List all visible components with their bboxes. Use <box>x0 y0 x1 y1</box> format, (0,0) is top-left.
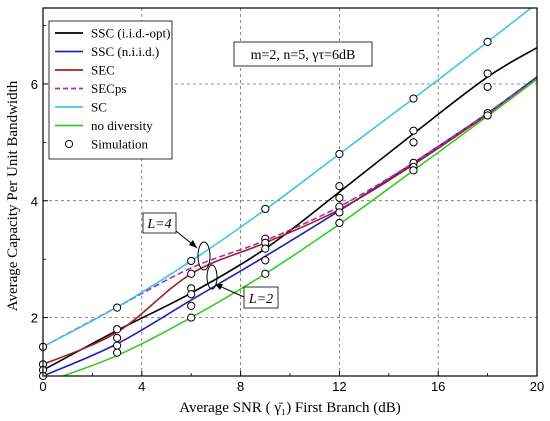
l4-label-box <box>142 212 177 234</box>
l2-label: L=2 <box>248 292 273 307</box>
legend-swatch-simulation <box>64 139 74 149</box>
simulation-point <box>409 94 418 103</box>
simulation-point <box>335 193 344 202</box>
series-line-2 <box>43 77 537 366</box>
l2-label-box <box>243 286 279 309</box>
simulation-point <box>409 138 418 147</box>
x-axis-title: Average SNR ( γ̄₁) First Branch (dB) <box>179 400 401 416</box>
l2-arrowhead <box>215 284 223 290</box>
legend-label-5: no diversity <box>91 118 153 133</box>
x-tick-label: 20 <box>530 379 544 394</box>
legend-box <box>48 20 173 160</box>
legend-label-2: SEC <box>91 63 115 78</box>
simulation-point <box>409 126 418 135</box>
y-axis-title: Average Capacity Per Unit Bandwidth <box>5 80 21 311</box>
series-lines <box>43 8 537 376</box>
x-tick-label: 0 <box>39 379 46 394</box>
simulation-point <box>113 303 122 312</box>
simulation-point <box>261 269 270 278</box>
y-tick-label: 6 <box>31 77 38 92</box>
legend-label-0: SSC (i.i.d.-opt) <box>91 26 170 41</box>
simulation-point <box>113 348 122 357</box>
simulation-point <box>187 290 196 299</box>
simulation-point <box>335 149 344 159</box>
simulation-point <box>113 333 122 343</box>
y-tick-label: 2 <box>31 311 38 326</box>
simulation-point <box>261 256 270 265</box>
l4-ellipse <box>197 241 211 271</box>
parameter-text: m=2, n=5, γτ=6dB <box>251 48 356 63</box>
legend-label-4: SC <box>91 100 107 115</box>
series-line-4 <box>43 8 533 348</box>
x-tick-label: 12 <box>332 379 346 394</box>
simulation-point <box>261 204 270 214</box>
legend-entries: SSC (i.i.d.-opt) SSC (n.i.i.d.) SEC SECps SC… <box>55 26 170 152</box>
simulation-point <box>483 37 492 46</box>
simulation-point <box>335 218 344 228</box>
simulation-point <box>335 208 344 217</box>
simulation-point <box>113 325 122 334</box>
series-line-3 <box>43 77 537 348</box>
parameter-annotation: m=2, n=5, γτ=6dB <box>233 41 373 67</box>
legend-label-3: SECps <box>91 81 126 96</box>
simulation-point <box>335 182 344 191</box>
simulation-point <box>261 244 270 253</box>
x-tick-label: 16 <box>431 379 445 394</box>
series-line-5 <box>60 78 537 376</box>
l4-annotation: L=4 <box>142 212 211 271</box>
legend-label-1: SSC (n.i.i.d.) <box>91 44 159 59</box>
l2-annotation: L=2 <box>206 264 279 309</box>
l4-label: L=4 <box>146 217 171 232</box>
simulation-point <box>113 341 122 350</box>
simulation-point <box>483 82 492 91</box>
simulation-point <box>187 301 196 311</box>
legend-label-simulation: Simulation <box>91 137 149 152</box>
simulation-point <box>409 166 418 175</box>
simulation-point <box>187 256 196 266</box>
l4-arrowhead <box>189 240 197 248</box>
simulation-markers <box>38 37 492 381</box>
series-line-0 <box>43 47 537 371</box>
y-tick-label: 4 <box>31 194 38 209</box>
series-line-1 <box>43 76 537 376</box>
simulation-point <box>483 69 492 78</box>
legend: SSC (i.i.d.-opt) SSC (n.i.i.d.) SEC SECps SC… <box>48 20 173 160</box>
x-tick-label: 4 <box>138 379 145 394</box>
simulation-point <box>187 269 196 278</box>
x-tick-label: 8 <box>237 379 244 394</box>
parameter-box <box>233 41 373 67</box>
simulation-point <box>483 111 492 120</box>
l2-ellipse <box>206 264 218 290</box>
simulation-point <box>187 313 196 322</box>
